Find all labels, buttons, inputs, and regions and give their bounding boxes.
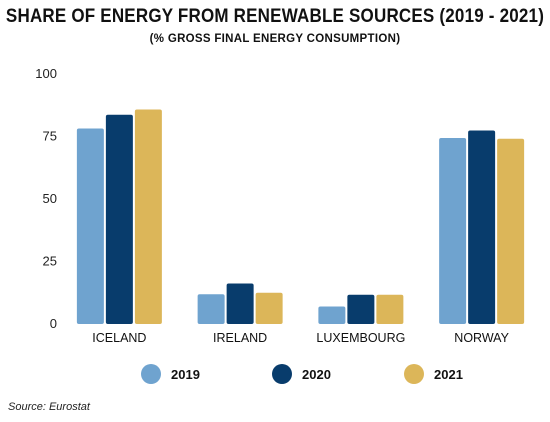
bar-ireland-2021	[255, 292, 283, 324]
chart-title: SHARE OF ENERGY FROM RENEWABLE SOURCES (…	[5, 4, 545, 27]
bar-ireland-2020	[226, 283, 254, 324]
legend-label-2020: 2020	[302, 367, 331, 382]
bar-luxembourg-2021	[376, 294, 404, 324]
chart-subtitle: (% GROSS FINAL ENERGY CONSUMPTION)	[149, 33, 401, 45]
bar-norway-2021	[497, 138, 525, 324]
x-tick-label: ICELAND	[92, 331, 146, 345]
bar-ireland-2019	[197, 294, 225, 324]
y-tick-label: 0	[50, 316, 57, 331]
x-tick-label: NORWAY	[454, 331, 509, 345]
y-tick-label: 50	[43, 191, 57, 206]
bar-iceland-2019	[76, 128, 104, 324]
legend-label-2019: 2019	[171, 367, 200, 382]
x-tick-label: LUXEMBOURG	[316, 331, 405, 345]
bar-norway-2019	[439, 138, 467, 324]
legend-label-2021: 2021	[434, 367, 463, 382]
legend-swatch-2019	[141, 364, 161, 384]
bar-norway-2020	[468, 130, 496, 324]
bar-iceland-2021	[134, 109, 162, 324]
bar-luxembourg-2020	[347, 294, 375, 324]
y-tick-label: 100	[35, 66, 57, 81]
y-tick-label: 25	[43, 254, 57, 269]
bar-iceland-2020	[105, 114, 133, 324]
legend-swatch-2021	[404, 364, 424, 384]
source-note: Source: Eurostat	[8, 401, 90, 413]
bar-luxembourg-2019	[318, 306, 346, 324]
x-tick-label: IRELAND	[213, 331, 267, 345]
y-tick-label: 75	[43, 129, 57, 144]
legend-swatch-2020	[272, 364, 292, 384]
